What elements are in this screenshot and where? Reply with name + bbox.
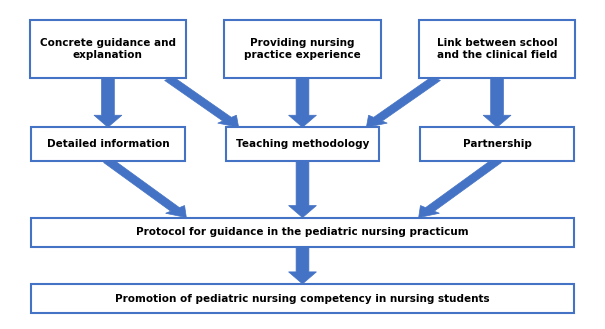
FancyBboxPatch shape (31, 284, 574, 313)
Polygon shape (289, 79, 316, 127)
Polygon shape (103, 159, 186, 217)
Polygon shape (419, 159, 502, 217)
Polygon shape (289, 247, 316, 284)
Text: Link between school
and the clinical field: Link between school and the clinical fie… (437, 38, 557, 61)
Polygon shape (165, 77, 238, 127)
FancyBboxPatch shape (30, 20, 186, 78)
Polygon shape (94, 79, 122, 127)
Text: Concrete guidance and
explanation: Concrete guidance and explanation (40, 38, 176, 61)
Text: Providing nursing
practice experience: Providing nursing practice experience (244, 38, 361, 61)
FancyBboxPatch shape (31, 218, 574, 247)
FancyBboxPatch shape (419, 20, 575, 78)
Text: Partnership: Partnership (463, 139, 532, 149)
Polygon shape (367, 77, 440, 127)
FancyBboxPatch shape (226, 127, 379, 161)
Polygon shape (289, 161, 316, 217)
FancyBboxPatch shape (31, 127, 185, 161)
Text: Promotion of pediatric nursing competency in nursing students: Promotion of pediatric nursing competenc… (115, 294, 490, 304)
FancyBboxPatch shape (420, 127, 574, 161)
FancyBboxPatch shape (224, 20, 381, 78)
Text: Protocol for guidance in the pediatric nursing practicum: Protocol for guidance in the pediatric n… (136, 227, 469, 238)
Text: Teaching methodology: Teaching methodology (236, 139, 369, 149)
Text: Detailed information: Detailed information (47, 139, 169, 149)
Polygon shape (483, 79, 511, 127)
